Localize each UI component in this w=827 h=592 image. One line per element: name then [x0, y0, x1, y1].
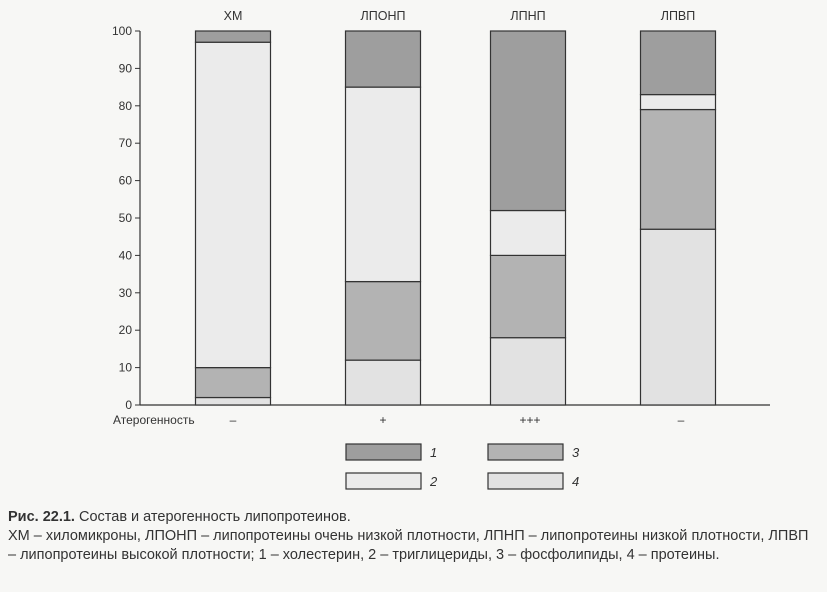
legend-label: 2: [429, 474, 438, 489]
bar-segment: [194, 41, 272, 369]
category-label: ЛПВП: [661, 9, 696, 23]
row-value: –: [230, 413, 237, 427]
y-tick-label: 70: [119, 136, 133, 150]
category-labels: ХМ ЛПОНП ЛПНП ЛПВП: [224, 9, 696, 23]
figure-caption: Рис. 22.1. Состав и атерогенность липопр…: [8, 508, 820, 565]
atherogenicity-row: Атерогенность – + +++ –: [113, 413, 685, 427]
y-tick-label: 20: [119, 323, 133, 337]
caption-title: Состав и атерогенность липопротеинов.: [74, 509, 351, 525]
bar-segment: [194, 367, 272, 399]
bar-segment: [344, 30, 422, 88]
y-tick-label: 90: [119, 61, 133, 75]
caption-body: ХМ – хиломикроны, ЛПОНП – липопротеины о…: [8, 528, 809, 563]
legend: 1 3 2 4: [345, 443, 580, 490]
bar-segment: [639, 228, 717, 406]
legend-swatch: [345, 443, 422, 461]
y-tick-label: 100: [112, 24, 132, 38]
category-label: ХМ: [224, 9, 243, 23]
row-label: Атерогенность: [113, 413, 195, 427]
category-label: ЛПОНП: [361, 9, 406, 23]
y-tick-label: 60: [119, 174, 133, 188]
caption-label: Рис. 22.1.: [8, 509, 75, 525]
legend-label: 3: [572, 445, 580, 460]
legend-label: 1: [430, 445, 437, 460]
legend-label: 4: [572, 474, 579, 489]
bar-segment: [639, 30, 717, 96]
bar-segment: [639, 108, 717, 230]
legend-swatch: [487, 472, 564, 490]
bar-segment: [194, 396, 272, 406]
bar-segment: [489, 254, 567, 339]
bar-segment: [489, 337, 567, 406]
row-value: +++: [519, 413, 540, 427]
bar-segment: [489, 209, 567, 257]
row-value: –: [678, 413, 685, 427]
bars: [194, 30, 717, 406]
bar-segment: [344, 86, 422, 283]
bar-segment: [639, 93, 717, 111]
stacked-bar-chart: 0 10 20 30 40 50 60 70 80 90 100 ХМ ЛПОНП ЛПНП ЛПВП А…: [112, 9, 770, 490]
category-label: ЛПНП: [510, 9, 545, 23]
y-tick-label: 10: [119, 361, 133, 375]
y-tick-label: 40: [119, 248, 133, 262]
bar-segment: [344, 359, 422, 406]
legend-swatch: [345, 472, 422, 490]
row-value: +: [379, 413, 386, 427]
bar-segment: [344, 280, 422, 361]
bar-segment: [489, 30, 567, 212]
y-tick-label: 0: [125, 398, 132, 412]
legend-swatch: [487, 443, 564, 461]
y-tick-label: 30: [119, 286, 133, 300]
y-tick-label: 80: [119, 99, 133, 113]
bar-segment: [194, 30, 272, 43]
y-tick-label: 50: [119, 211, 133, 225]
